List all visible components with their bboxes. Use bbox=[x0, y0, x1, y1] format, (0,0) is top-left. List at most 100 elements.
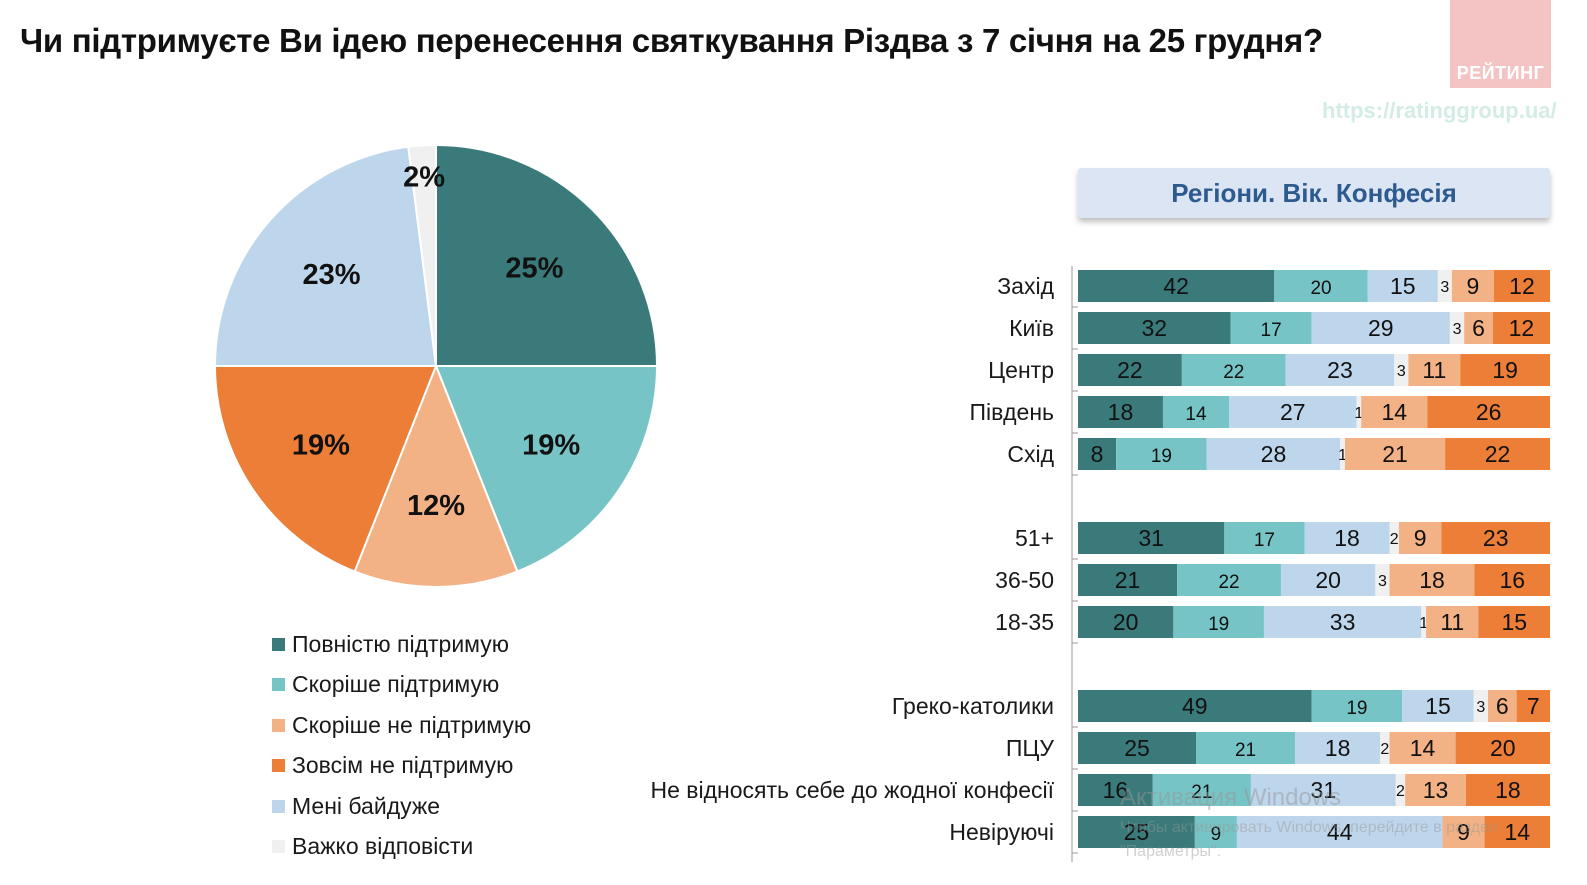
bar-value-label: 21 bbox=[1235, 740, 1256, 761]
bar-value-label: 9 bbox=[1211, 824, 1222, 845]
bar-segment-rather_support bbox=[1230, 312, 1312, 344]
bar-value-label: 21 bbox=[1191, 782, 1212, 803]
bar-value-label: 12 bbox=[1509, 315, 1535, 341]
bar-segment-rather_not bbox=[1389, 732, 1456, 764]
legend-item-indifferent: Мені байдуже bbox=[272, 786, 531, 827]
bar-value-label: 19 bbox=[1208, 614, 1229, 635]
bar-value-label: 15 bbox=[1501, 609, 1527, 635]
legend-swatch-rather_support bbox=[272, 678, 285, 692]
bar-segment-indifferent bbox=[1206, 438, 1341, 470]
bar-category-label: Греко-католики bbox=[892, 693, 1054, 719]
legend-label-rather_support: Скоріше підтримую bbox=[292, 671, 500, 698]
bar-value-label: 14 bbox=[1185, 404, 1207, 425]
pie-label-indifferent: 23% bbox=[303, 259, 361, 291]
bar-segment-full_support bbox=[1078, 522, 1225, 554]
bar-value-label: 22 bbox=[1117, 357, 1143, 383]
pie-label-full_support: 25% bbox=[505, 253, 563, 285]
bar-value-label: 2 bbox=[1396, 783, 1405, 800]
bar-segment-not_at_all bbox=[1474, 564, 1550, 596]
bar-value-label: 17 bbox=[1261, 320, 1282, 341]
bar-value-label: 22 bbox=[1218, 572, 1239, 593]
pie-slice-hard_to_say bbox=[407, 143, 437, 367]
bar-segment-rather_support bbox=[1177, 564, 1281, 596]
bar-value-label: 13 bbox=[1423, 777, 1449, 803]
bar-value-label: 15 bbox=[1425, 693, 1451, 719]
bar-segment-not_at_all bbox=[1492, 312, 1550, 344]
bar-value-label: 29 bbox=[1368, 315, 1394, 341]
bar-category-label: 51+ bbox=[1015, 525, 1054, 551]
bar-segment-full_support bbox=[1078, 396, 1163, 428]
bar-segment-rather_not bbox=[1488, 690, 1517, 722]
bar-value-label: 9 bbox=[1466, 273, 1479, 299]
bar-value-label: 20 bbox=[1315, 567, 1341, 593]
bar-segment-rather_support bbox=[1194, 816, 1237, 848]
bar-value-label: 23 bbox=[1327, 357, 1353, 383]
pie-slice-rather_not bbox=[353, 363, 519, 589]
bar-category-label: Центр bbox=[988, 357, 1054, 383]
bar-value-label: 26 bbox=[1476, 399, 1502, 425]
bar-value-label: 3 bbox=[1397, 363, 1406, 380]
bar-category-label: Не відносять себе до жодної конфесії bbox=[650, 777, 1054, 803]
bar-category-label: ПЦУ bbox=[1006, 735, 1055, 761]
bar-value-label: 21 bbox=[1382, 441, 1408, 467]
bar-value-label: 1 bbox=[1338, 447, 1347, 464]
bar-segment-not_at_all bbox=[1484, 816, 1550, 848]
bar-segment-not_at_all bbox=[1493, 270, 1550, 302]
bar-segment-rather_not bbox=[1442, 816, 1485, 848]
bar-value-label: 21 bbox=[1115, 567, 1141, 593]
pie-label-not_at_all: 19% bbox=[292, 429, 350, 461]
bar-segment-rather_support bbox=[1224, 522, 1305, 554]
bar-value-label: 18 bbox=[1325, 735, 1351, 761]
bar-category-label: Схід bbox=[1007, 441, 1054, 467]
bar-value-label: 6 bbox=[1472, 315, 1485, 341]
bar-segment-rather_not bbox=[1344, 438, 1446, 470]
bar-segment-not_at_all bbox=[1455, 732, 1550, 764]
bar-segment-hard_to_say bbox=[1356, 396, 1362, 428]
bar-segment-indifferent bbox=[1311, 312, 1450, 344]
bar-value-label: 11 bbox=[1422, 357, 1446, 383]
bar-value-label: 6 bbox=[1496, 693, 1509, 719]
bar-segment-rather_support bbox=[1162, 396, 1230, 428]
bar-segment-rather_support bbox=[1196, 732, 1296, 764]
bar-value-label: 8 bbox=[1091, 441, 1104, 467]
bar-segment-rather_not bbox=[1408, 354, 1461, 386]
bar-segment-rather_not bbox=[1426, 606, 1479, 638]
bar-category-label: Київ bbox=[1009, 315, 1054, 341]
bar-value-label: 19 bbox=[1492, 357, 1518, 383]
bar-segment-rather_support bbox=[1274, 270, 1368, 302]
bar-value-label: 49 bbox=[1182, 693, 1208, 719]
bar-value-label: 2 bbox=[1380, 741, 1389, 758]
bar-value-label: 19 bbox=[1151, 446, 1172, 467]
logo-text: РЕЙТИНГ bbox=[1456, 63, 1545, 83]
bar-value-label: 19 bbox=[1346, 698, 1367, 719]
bar-segment-hard_to_say bbox=[1375, 564, 1390, 596]
bar-segment-full_support bbox=[1078, 270, 1275, 302]
bar-segment-rather_not bbox=[1361, 396, 1428, 428]
bar-segment-indifferent bbox=[1285, 354, 1395, 386]
pie-label-hard_to_say: 2% bbox=[403, 161, 445, 193]
bar-segment-indifferent bbox=[1280, 564, 1376, 596]
bar-segment-rather_not bbox=[1405, 774, 1466, 806]
bar-value-label: 18 bbox=[1495, 777, 1521, 803]
bar-segment-hard_to_say bbox=[1389, 522, 1399, 554]
bar-category-label: 18-35 bbox=[995, 609, 1054, 635]
bar-value-label: 11 bbox=[1440, 609, 1464, 635]
bar-segment-full_support bbox=[1078, 774, 1153, 806]
bar-value-label: 31 bbox=[1311, 777, 1337, 803]
windows-activation-watermark: Активация Windows bbox=[1120, 784, 1342, 811]
legend-swatch-hard_to_say bbox=[272, 840, 285, 854]
bar-segment-rather_not bbox=[1451, 270, 1494, 302]
bar-value-label: 17 bbox=[1254, 530, 1275, 551]
bar-category-label: 36-50 bbox=[995, 567, 1054, 593]
pie-label-rather_not: 12% bbox=[407, 490, 465, 522]
legend-label-indifferent: Мені байдуже bbox=[292, 792, 441, 819]
bar-value-label: 1 bbox=[1419, 615, 1428, 632]
bar-segment-hard_to_say bbox=[1380, 732, 1390, 764]
bar-value-label: 25 bbox=[1124, 735, 1150, 761]
bar-segment-hard_to_say bbox=[1340, 438, 1345, 470]
bar-segment-indifferent bbox=[1236, 816, 1443, 848]
legend-item-rather_support: Скоріше підтримую bbox=[272, 665, 531, 706]
pie-legend: Повністю підтримую Скоріше підтримую Скорі… bbox=[272, 624, 531, 867]
bar-value-label: 20 bbox=[1490, 735, 1516, 761]
bar-segment-full_support bbox=[1078, 354, 1182, 386]
